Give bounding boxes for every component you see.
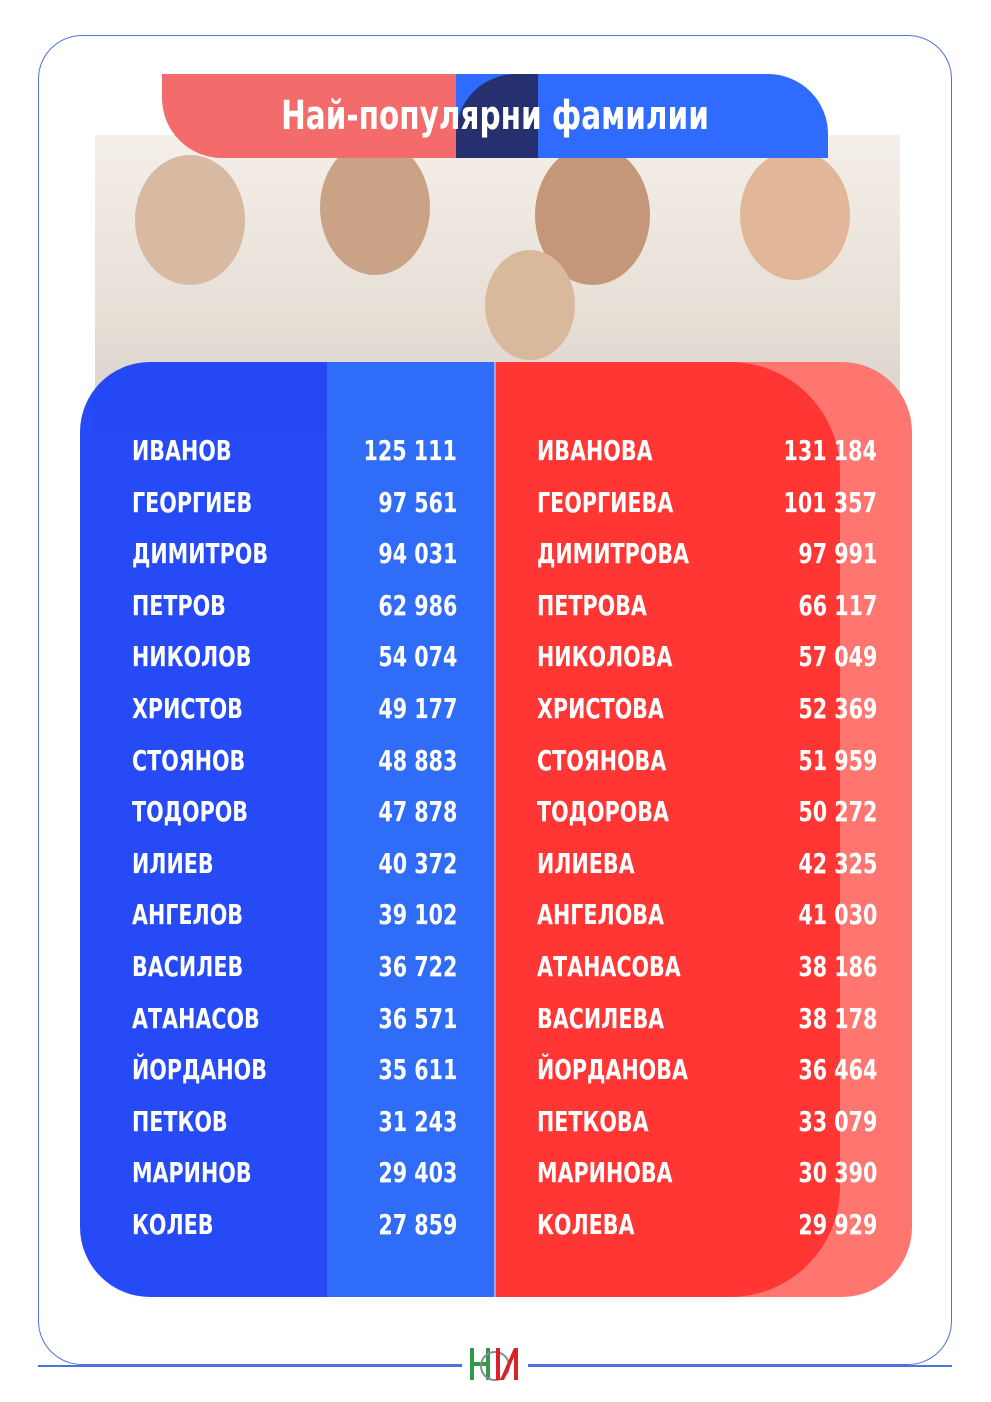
female-count: 50 272 <box>797 795 877 829</box>
female-count: 42 325 <box>797 846 877 880</box>
table-row: ПЕТКОВ 31 243 ПЕТКОВА 33 079 <box>80 1105 912 1157</box>
female-count: 30 390 <box>797 1156 877 1190</box>
female-count: 51 959 <box>797 743 877 777</box>
male-surname: ВАСИЛЕВ <box>132 949 244 983</box>
female-count: 66 117 <box>797 588 877 622</box>
table-row: ТОДОРОВ 47 878 ТОДОРОВА 50 272 <box>80 795 912 847</box>
male-surname: ИЛИЕВ <box>132 846 214 880</box>
male-surname: ГЕОРГИЕВ <box>132 485 253 519</box>
male-surname: МАРИНОВ <box>132 1156 252 1190</box>
table-row: ХРИСТОВ 49 177 ХРИСТОВА 52 369 <box>80 692 912 744</box>
male-count: 39 102 <box>377 898 457 932</box>
table-row: ПЕТРОВ 62 986 ПЕТРОВА 66 117 <box>80 589 912 641</box>
male-surname: СТОЯНОВ <box>132 743 246 777</box>
female-count: 38 178 <box>797 1001 877 1035</box>
table-rows: ИВАНОВ 125 111 ИВАНОВА 131 184 ГЕОРГИЕВ 97 56… <box>80 434 912 1260</box>
male-count: 125 111 <box>363 434 457 467</box>
person-grandfather <box>135 155 245 285</box>
male-count: 29 403 <box>377 1156 457 1190</box>
male-count: 47 878 <box>377 795 457 829</box>
female-surname: ХРИСТОВА <box>537 691 664 725</box>
female-name-column-bg <box>495 362 840 1297</box>
table-row: ЙОРДАНОВ 35 611 ЙОРДАНОВА 36 464 <box>80 1053 912 1105</box>
female-surname: ВАСИЛЕВА <box>537 1001 665 1035</box>
female-surname: НИКОЛОВА <box>537 640 673 674</box>
male-surname: ХРИСТОВ <box>132 691 243 725</box>
male-surname: АТАНАСОВ <box>132 1001 260 1035</box>
male-count: 49 177 <box>377 691 457 725</box>
male-surname: ТОДОРОВ <box>132 795 249 829</box>
female-count: 57 049 <box>797 640 877 674</box>
person-mother <box>320 140 430 275</box>
female-surname: ГЕОРГИЕВА <box>537 485 674 519</box>
column-divider <box>494 362 496 1297</box>
table-row: ИВАНОВ 125 111 ИВАНОВА 131 184 <box>80 434 912 486</box>
table-row: НИКОЛОВ 54 074 НИКОЛОВА 57 049 <box>80 640 912 692</box>
female-surname: ИВАНОВА <box>537 434 653 467</box>
male-count: 35 611 <box>377 1053 457 1087</box>
male-count: 97 561 <box>377 485 457 519</box>
female-surname: ЙОРДАНОВА <box>537 1053 688 1087</box>
person-child <box>485 250 575 360</box>
table-row: ГЕОРГИЕВ 97 561 ГЕОРГИЕВА 101 357 <box>80 486 912 538</box>
person-grandmother <box>740 150 850 280</box>
female-count: 38 186 <box>797 949 877 983</box>
male-count: 31 243 <box>377 1104 457 1138</box>
female-count: 131 184 <box>783 434 877 467</box>
male-count: 62 986 <box>377 588 457 622</box>
female-count: 97 991 <box>797 537 877 571</box>
female-count: 41 030 <box>797 898 877 932</box>
female-count: 101 357 <box>783 485 877 519</box>
female-surname: ИЛИЕВА <box>537 846 635 880</box>
male-surname: НИКОЛОВ <box>132 640 252 674</box>
male-count: 54 074 <box>377 640 457 674</box>
male-count: 36 571 <box>377 1001 457 1035</box>
male-count: 40 372 <box>377 846 457 880</box>
male-surname: ИВАНОВ <box>132 434 232 467</box>
female-count: 52 369 <box>797 691 877 725</box>
male-count: 36 722 <box>377 949 457 983</box>
male-count-column-bg <box>327 362 495 1297</box>
footer-line-left <box>38 1365 462 1367</box>
page-title: Най-популярни фамилии <box>281 93 709 139</box>
table-row: ВАСИЛЕВ 36 722 АТАНАСОВА 38 186 <box>80 950 912 1002</box>
male-surname: АНГЕЛОВ <box>132 898 244 932</box>
table-row: СТОЯНОВ 48 883 СТОЯНОВА 51 959 <box>80 744 912 796</box>
female-surname: ДИМИТРОВА <box>537 537 690 571</box>
female-surname: ПЕТРОВА <box>537 588 647 622</box>
table-row: АТАНАСОВ 36 571 ВАСИЛЕВА 38 178 <box>80 1002 912 1054</box>
female-surname: АТАНАСОВА <box>537 949 681 983</box>
male-surname: КОЛЕВ <box>132 1207 214 1241</box>
female-surname: МАРИНОВА <box>537 1156 673 1190</box>
title-banner: Най-популярни фамилии <box>162 74 828 158</box>
female-count: 29 929 <box>797 1207 877 1241</box>
female-surname: ТОДОРОВА <box>537 795 670 829</box>
table-row: АНГЕЛОВ 39 102 АНГЕЛОВА 41 030 <box>80 898 912 950</box>
male-surname: ПЕТКОВ <box>132 1104 228 1138</box>
male-count: 48 883 <box>377 743 457 777</box>
male-surname: ПЕТРОВ <box>132 588 226 622</box>
table-row: КОЛЕВ 27 859 КОЛЕВА 29 929 <box>80 1208 912 1260</box>
surnames-table: ИВАНОВ 125 111 ИВАНОВА 131 184 ГЕОРГИЕВ 97 56… <box>80 362 912 1297</box>
male-surname: ДИМИТРОВ <box>132 537 269 571</box>
table-row: ИЛИЕВ 40 372 ИЛИЕВА 42 325 <box>80 847 912 899</box>
table-row: ДИМИТРОВ 94 031 ДИМИТРОВА 97 991 <box>80 537 912 589</box>
table-row: МАРИНОВ 29 403 МАРИНОВА 30 390 <box>80 1156 912 1208</box>
male-surname: ЙОРДАНОВ <box>132 1053 267 1087</box>
male-count: 27 859 <box>377 1207 457 1241</box>
female-count: 33 079 <box>797 1104 877 1138</box>
male-count: 94 031 <box>377 537 457 571</box>
footer-line-right <box>528 1365 952 1367</box>
female-surname: АНГЕЛОВА <box>537 898 664 932</box>
female-surname: ПЕТКОВА <box>537 1104 649 1138</box>
female-surname: КОЛЕВА <box>537 1207 635 1241</box>
nsi-logo-icon <box>470 1348 518 1381</box>
female-count: 36 464 <box>797 1053 877 1087</box>
nsi-logo <box>462 1342 528 1386</box>
female-surname: СТОЯНОВА <box>537 743 667 777</box>
